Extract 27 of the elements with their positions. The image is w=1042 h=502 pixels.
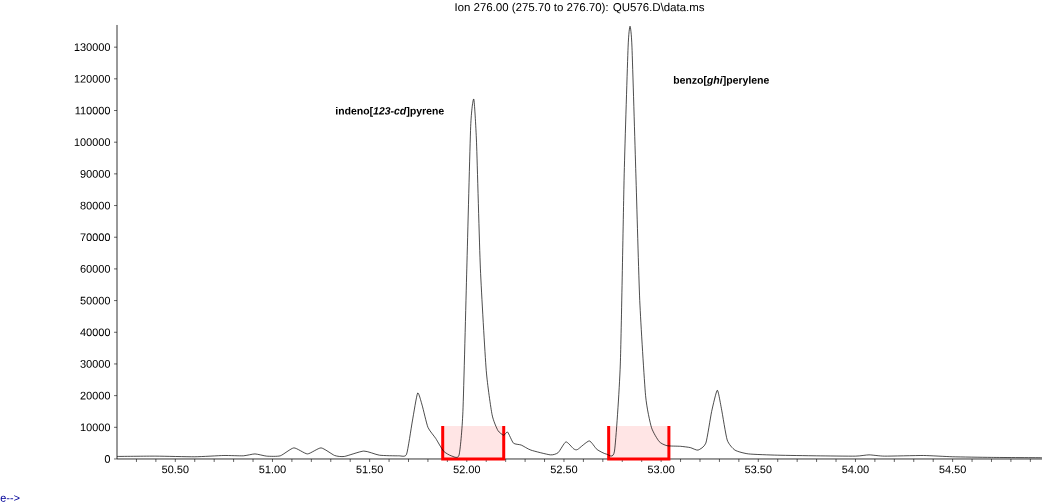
- x-tick-label: 52.00: [453, 465, 481, 474]
- x-tick-label: 53.50: [745, 465, 772, 474]
- chart-title: Ion 276.00 (275.70 to 276.70): QU576.D\data.ms: [455, 2, 705, 14]
- y-tick-label: 100000: [74, 138, 111, 147]
- y-tick-label: 60000: [80, 265, 111, 273]
- x-tick-label: 51.50: [356, 465, 383, 474]
- x-tick-label: 51.00: [259, 465, 286, 474]
- y-tick-label: 120000: [74, 74, 111, 83]
- y-tick-label: 80000: [80, 201, 111, 210]
- y-tick-label: 130000: [74, 43, 111, 52]
- y-tick-label: 70000: [80, 233, 111, 242]
- y-tick-label: 90000: [80, 170, 111, 178]
- y-tick-label: 110000: [75, 106, 111, 115]
- y-tick-label: 40000: [80, 328, 111, 337]
- annotation: indeno[123-cd]pyrene: [336, 106, 444, 117]
- y-tick-label: 10000: [80, 423, 111, 432]
- y-tick-label: 50000: [80, 296, 111, 305]
- annotation: benzo[ghi]perylene: [673, 76, 769, 86]
- y-tick-label: 20000: [80, 391, 111, 400]
- x-tick-label: 53.00: [647, 465, 675, 474]
- text: e-->: [0, 495, 20, 502]
- y-tick-label: 30000: [80, 360, 111, 368]
- x-tick-label: 54.50: [939, 465, 966, 474]
- y-tick-label: 0: [104, 455, 111, 463]
- x-tick-label: 54.00: [842, 465, 869, 474]
- x-tick-label: 50.50: [162, 465, 189, 474]
- x-tick-label: 52.50: [550, 465, 578, 474]
